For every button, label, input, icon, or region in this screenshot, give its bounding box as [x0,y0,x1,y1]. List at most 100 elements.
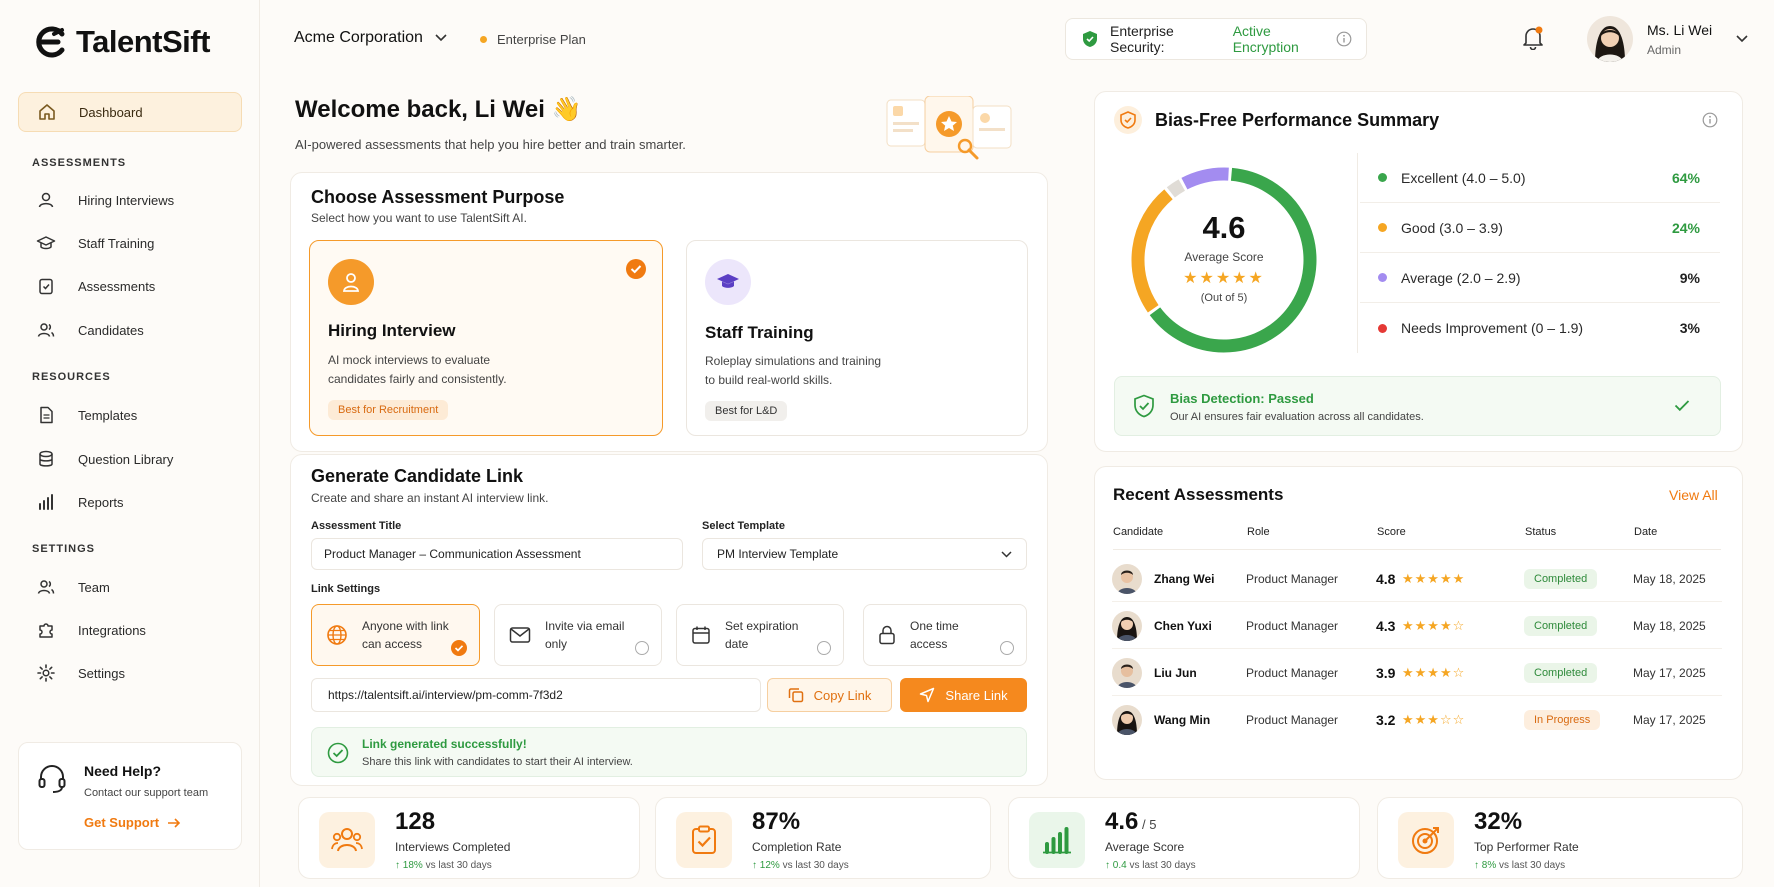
sidebar-item-question-library[interactable]: Question Library [18,439,242,479]
sidebar-item-assessments[interactable]: Assessments [18,266,242,306]
stat-icon-box [676,812,732,868]
training-title: Staff Training [705,323,814,342]
sidebar-item-reports[interactable]: Reports [18,482,242,522]
stat-delta-value: 12% [759,860,780,871]
assessment-title-input[interactable]: Product Manager – Communication Assessme… [311,538,683,570]
sidebar-item-staff-training[interactable]: Staff Training [18,223,242,263]
stat-delta: ↑ 0.4 vs last 30 days [1105,860,1196,871]
link-option-anyone[interactable]: Anyone with link can access [311,604,480,666]
table-row[interactable]: Chen Yuxi Product Manager 4.3 ★★★★☆ Comp… [1112,603,1722,649]
copy-link-label: Copy Link [813,687,872,703]
score-stars: ★★★★★ [1183,270,1265,287]
training-desc-1: Roleplay simulations and training [705,354,882,368]
candidate-avatar [1112,611,1142,641]
stat-icon-box [319,812,375,868]
table-row[interactable]: Wang Min Product Manager 3.2 ★★★☆☆ In Pr… [1112,697,1722,743]
sidebar-item-candidates[interactable]: Candidates [18,310,242,350]
copy-link-button[interactable]: Copy Link [767,678,892,712]
table-row[interactable]: Liu Jun Product Manager 3.9 ★★★★☆ Comple… [1112,650,1722,696]
donut-slice [1166,179,1186,198]
calendar-icon [691,625,711,645]
selected-check-icon [626,259,646,279]
sidebar-item-label: Reports [78,494,124,510]
shield-icon [1114,106,1142,134]
stat-value-wrap: 32% [1474,808,1522,836]
sidebar-item-templates[interactable]: Templates [18,395,242,435]
share-link-button[interactable]: Share Link [900,678,1027,712]
purpose-title: Choose Assessment Purpose [311,187,565,207]
plan-dot [480,36,487,43]
col-status: Status [1525,526,1557,538]
chevron-down-icon [1001,550,1012,558]
users-icon [331,828,363,852]
legend-label: Needs Improvement (0 – 1.9) [1401,320,1584,336]
get-support-link[interactable]: Get Support [84,815,181,830]
user-menu[interactable]: Ms. Li Wei Admin [1587,16,1748,62]
score-donut-chart [1131,167,1317,353]
stat-label: Average Score [1105,840,1185,854]
send-icon [919,687,935,703]
sidebar-item-team[interactable]: Team [18,567,242,607]
org-name: Acme Corporation [294,29,423,46]
link-success-banner: Link generated successfully! Share this … [311,727,1027,777]
view-all-link[interactable]: View All [1669,487,1718,503]
sidebar-item-integrations[interactable]: Integrations [18,610,242,650]
candidate-avatar [1112,564,1142,594]
candidate-score: 4.3 [1376,617,1396,634]
link-option-expiration[interactable]: Set expiration date [676,604,844,666]
recent-title: Recent Assessments [1113,485,1284,504]
sidebar-item-hiring-interviews[interactable]: Hiring Interviews [18,180,242,220]
target-icon [1412,827,1439,854]
get-support-label: Get Support [84,815,160,830]
sidebar-item-label: Staff Training [78,235,155,251]
stat-label: Completion Rate [752,840,842,854]
logo[interactable]: TalentSift [32,24,210,60]
sidebar-item-settings[interactable]: Settings [18,653,242,693]
document-icon [36,405,56,425]
col-date: Date [1634,526,1658,538]
sidebar-item-label: Candidates [78,322,144,338]
notifications-button[interactable] [1522,26,1544,50]
legend-dot [1378,323,1387,333]
info-icon[interactable] [1336,31,1352,47]
page-subtitle: AI-powered assessments that help you hir… [295,137,686,152]
option-line-1: One time [910,619,959,633]
shield-check-icon [1082,30,1098,48]
stat-suffix: / 5 [1138,817,1157,832]
sidebar-item-label: Question Library [78,451,174,467]
link-option-email[interactable]: Invite via email only [494,604,662,666]
puzzle-icon [36,620,56,640]
stat-delta-text: vs last 30 days [1126,860,1196,871]
assessment-date: May 17, 2025 [1633,713,1706,727]
purpose-card-training[interactable]: Staff Training Roleplay simulations and … [686,240,1028,436]
stat-delta-text: vs last 30 days [422,860,492,871]
candidate-stars: ★★★★☆ [1402,664,1466,680]
candidate-avatar [1112,658,1142,688]
link-url-field[interactable]: https://talentsift.ai/interview/pm-comm-… [311,678,761,712]
candidate-stars: ★★★★☆ [1402,617,1466,633]
template-select[interactable]: PM Interview Template [702,538,1027,570]
home-icon [37,102,57,122]
option-radio[interactable] [1000,641,1014,655]
link-option-one-time[interactable]: One time access [863,604,1027,666]
nav-section-settings: SETTINGS [32,543,96,555]
org-switcher[interactable]: Acme Corporation [294,29,447,47]
sidebar-item-dashboard[interactable]: Dashboard [18,92,242,132]
sidebar-item-label: Team [78,579,110,595]
assessment-date: May 18, 2025 [1633,571,1706,586]
graduation-cap-icon [716,272,740,292]
purpose-card-hiring[interactable]: Hiring Interview AI mock interviews to e… [309,240,663,436]
candidate-name: Zhang Wei [1154,571,1215,586]
assessment-title-label: Assessment Title [311,520,402,532]
assessment-title-value: Product Manager – Communication Assessme… [324,547,581,561]
stat-card: 87% Completion Rate ↑ 12% vs last 30 day… [655,797,991,879]
bell-icon [1522,26,1544,50]
info-icon[interactable] [1702,112,1718,128]
check-circle-icon [327,742,349,764]
template-value: PM Interview Template [717,547,839,561]
table-row[interactable]: Zhang Wei Product Manager 4.8 ★★★★★ Comp… [1112,556,1722,602]
trend-up-icon: ↑ [1105,860,1113,871]
stat-value: 128 [395,808,436,835]
option-radio[interactable] [635,641,649,655]
option-radio[interactable] [817,641,831,655]
